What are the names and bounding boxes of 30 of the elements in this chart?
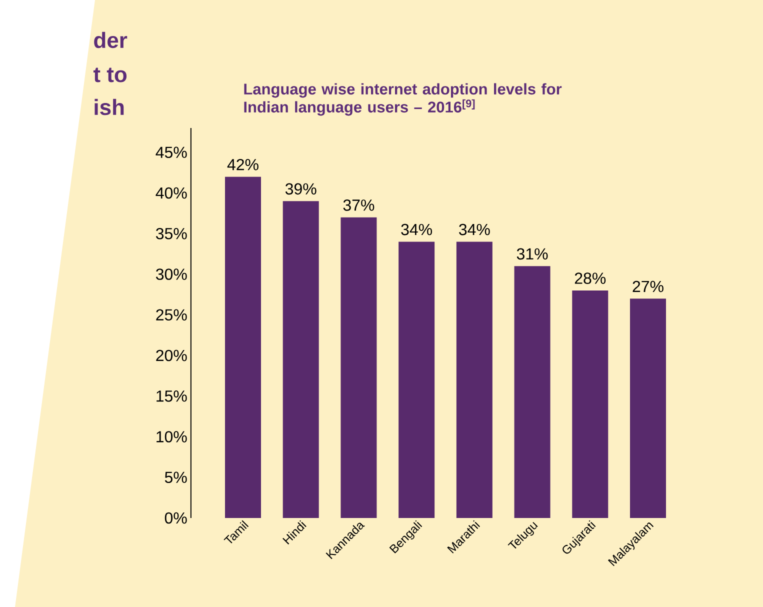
data-label: 27% [632, 280, 664, 292]
y-tick-label: 35% [156, 228, 187, 240]
bar [282, 201, 319, 518]
bar [630, 298, 666, 518]
bar [456, 242, 492, 518]
y-tick-label: 0% [164, 512, 187, 524]
y-tick-label: 20% [156, 350, 187, 362]
chart-title: Language wise internet adoption levels for Indian language users – 2016$^{[9]}$ [244, 83, 562, 116]
bar [225, 176, 262, 518]
data-label: 28% [574, 272, 606, 284]
y-tick-label: 5% [164, 472, 187, 483]
text: ish [94, 98, 124, 116]
y-tick-label: 30% [156, 268, 187, 280]
text: t to [93, 68, 127, 82]
text: der [94, 32, 128, 48]
bar [514, 266, 550, 518]
data-label: 34% [401, 224, 432, 236]
bar [398, 242, 435, 518]
y-tick-label: 25% [156, 309, 187, 321]
y-tick-label: 45% [156, 146, 187, 158]
y-tick-label: 15% [156, 390, 187, 402]
bar [340, 217, 377, 518]
bar [572, 290, 608, 518]
y-tick-label: 40% [156, 187, 187, 199]
data-label: 37% [343, 200, 374, 211]
data-label: 31% [516, 248, 548, 260]
data-label: 42% [227, 158, 258, 170]
data-label: 39% [285, 183, 316, 195]
data-label: 34% [459, 224, 490, 236]
y-tick-label: 10% [156, 431, 187, 442]
